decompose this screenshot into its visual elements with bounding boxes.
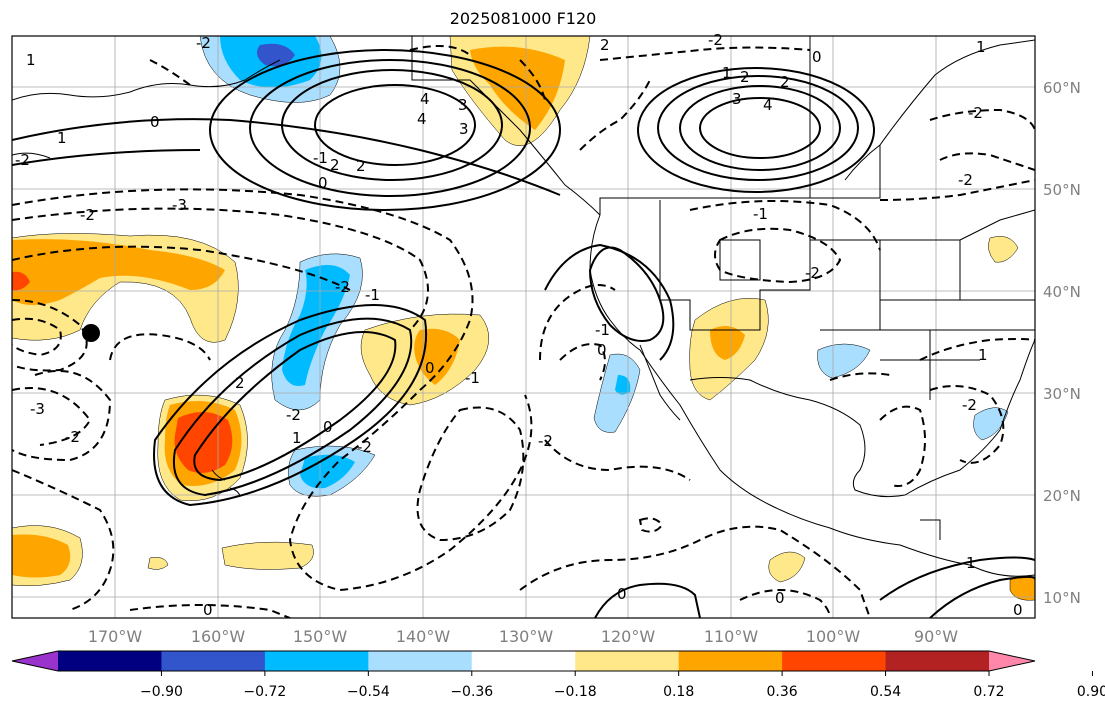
contour-label: -2 bbox=[65, 428, 80, 446]
colorbar-cells bbox=[58, 651, 990, 671]
lat-label: 10°N bbox=[1043, 589, 1081, 607]
colorbar-ticks: −0.90 −0.72 −0.54 −0.36 −0.18 0.18 0.36 0.54 0.7… bbox=[140, 671, 1105, 700]
lat-label: 20°N bbox=[1043, 487, 1081, 505]
contour-label: 1 bbox=[722, 64, 732, 82]
colorbar-cell bbox=[471, 651, 576, 671]
colorbar-cell bbox=[161, 651, 266, 671]
contour-label: -1 bbox=[365, 286, 380, 304]
contour-label: -1 bbox=[753, 205, 768, 223]
colorbar-tick-label: 0.72 bbox=[973, 684, 1004, 700]
colorbar-extend-low bbox=[12, 651, 58, 671]
lon-label: 160°W bbox=[191, 627, 246, 646]
contour-label: 0 bbox=[203, 601, 213, 619]
contour-label: -1 bbox=[465, 369, 480, 387]
contour-label: 1 bbox=[976, 38, 986, 56]
colorbar-cell bbox=[782, 651, 887, 671]
lat-label: 30°N bbox=[1043, 385, 1081, 403]
contour-label: 4 bbox=[420, 90, 430, 108]
map-frame bbox=[11, 35, 1036, 619]
contour-label: -2 bbox=[357, 438, 372, 456]
colorbar-tick-label: −0.36 bbox=[450, 684, 493, 700]
contour-label: 2 bbox=[356, 157, 366, 175]
contour-label: -2 bbox=[538, 432, 553, 450]
contour-label: -2 bbox=[15, 151, 30, 169]
contour-label: 0 bbox=[323, 418, 333, 436]
lat-label: 50°N bbox=[1043, 181, 1081, 199]
colorbar: −0.90 −0.72 −0.54 −0.36 −0.18 0.18 0.36 0.54 0.7… bbox=[11, 650, 1105, 700]
contour-label: 2 bbox=[780, 73, 790, 91]
contour-labels: 0 1 2 3 4 -1 -2 -3 0 2 4 3 2 1 -2 -2 -1 … bbox=[15, 31, 1023, 619]
colorbar-cell bbox=[264, 651, 369, 671]
contour-label: 0 bbox=[1013, 601, 1023, 619]
colorbar-tick-label: −0.18 bbox=[554, 684, 597, 700]
longitude-labels: 170°W 160°W 150°W 140°W 130°W 120°W 110°… bbox=[88, 627, 958, 646]
map-title: 2025081000 F120 bbox=[449, 9, 597, 28]
contour-label: 3 bbox=[458, 96, 468, 114]
latitude-labels: 60°N 50°N 40°N 30°N 20°N 10°N bbox=[1043, 79, 1081, 607]
contour-label: 1 bbox=[26, 51, 36, 69]
colorbar-cell bbox=[368, 651, 473, 671]
colorbar-tick-label: −0.72 bbox=[243, 684, 286, 700]
contour-label: 0 bbox=[150, 113, 160, 131]
lon-label: 170°W bbox=[88, 627, 143, 646]
colorbar-tick-label: −0.90 bbox=[140, 684, 183, 700]
contour-label: 2 bbox=[600, 36, 610, 54]
colorbar-tick-label: −0.54 bbox=[347, 684, 390, 700]
contour-label: 1 bbox=[966, 554, 976, 572]
contour-label: -2 bbox=[286, 406, 301, 424]
colorbar-cell bbox=[58, 651, 162, 671]
contour-label: 1 bbox=[978, 346, 988, 364]
colorbar-cell bbox=[678, 651, 783, 671]
colorbar-tick-label: 0.54 bbox=[870, 684, 901, 700]
lat-label: 60°N bbox=[1043, 79, 1081, 97]
contour-label: 0 bbox=[812, 48, 822, 66]
positive-contours bbox=[12, 49, 1035, 618]
negative-contours bbox=[12, 45, 1035, 618]
colorbar-cell bbox=[575, 651, 680, 671]
contour-label: -1 bbox=[313, 149, 328, 167]
contour-label: 2 bbox=[330, 156, 340, 174]
contour-label: 4 bbox=[763, 96, 773, 114]
coastlines bbox=[12, 36, 1035, 577]
contour-label: -3 bbox=[172, 196, 187, 214]
graticule bbox=[12, 36, 1035, 618]
contour-label: 0 bbox=[617, 585, 627, 603]
contour-label: 1 bbox=[57, 129, 67, 147]
contour-label: 0 bbox=[775, 589, 785, 607]
colorbar-tick-label: 0.18 bbox=[663, 684, 694, 700]
contour-label: 0 bbox=[425, 359, 435, 377]
location-marker bbox=[82, 324, 100, 342]
contour-label: -2 bbox=[962, 396, 977, 414]
lon-label: 100°W bbox=[806, 627, 861, 646]
contour-label: 2 bbox=[235, 374, 245, 392]
contour-label: 4 bbox=[417, 110, 427, 128]
contour-label: -2 bbox=[80, 206, 95, 224]
contour-label: -2 bbox=[335, 278, 350, 296]
lon-label: 150°W bbox=[293, 627, 348, 646]
contour-label: -2 bbox=[968, 104, 983, 122]
contour-label: -2 bbox=[708, 31, 723, 49]
contour-label: -2 bbox=[196, 34, 211, 52]
lat-label: 40°N bbox=[1043, 283, 1081, 301]
contour-label: 2 bbox=[740, 68, 750, 86]
contour-label: 0 bbox=[597, 341, 607, 359]
contour-label: 0 bbox=[318, 174, 328, 192]
contour-label: 3 bbox=[732, 90, 742, 108]
lon-label: 120°W bbox=[601, 627, 656, 646]
contour-label: -3 bbox=[30, 400, 45, 418]
lon-label: 140°W bbox=[396, 627, 451, 646]
colorbar-tick-label: 0.36 bbox=[767, 684, 798, 700]
contour-label: 1 bbox=[292, 429, 302, 447]
lon-label: 90°W bbox=[914, 627, 958, 646]
contour-label: 3 bbox=[459, 120, 469, 138]
contour-label: -2 bbox=[958, 171, 973, 189]
lon-label: 110°W bbox=[704, 627, 759, 646]
colorbar-cell bbox=[885, 651, 990, 671]
colorbar-tick-label: 0.90 bbox=[1077, 684, 1105, 700]
colorbar-extend-high bbox=[989, 651, 1035, 671]
contour-label: -2 bbox=[805, 264, 820, 282]
contour-label: -1 bbox=[595, 321, 610, 339]
lon-label: 130°W bbox=[499, 627, 554, 646]
